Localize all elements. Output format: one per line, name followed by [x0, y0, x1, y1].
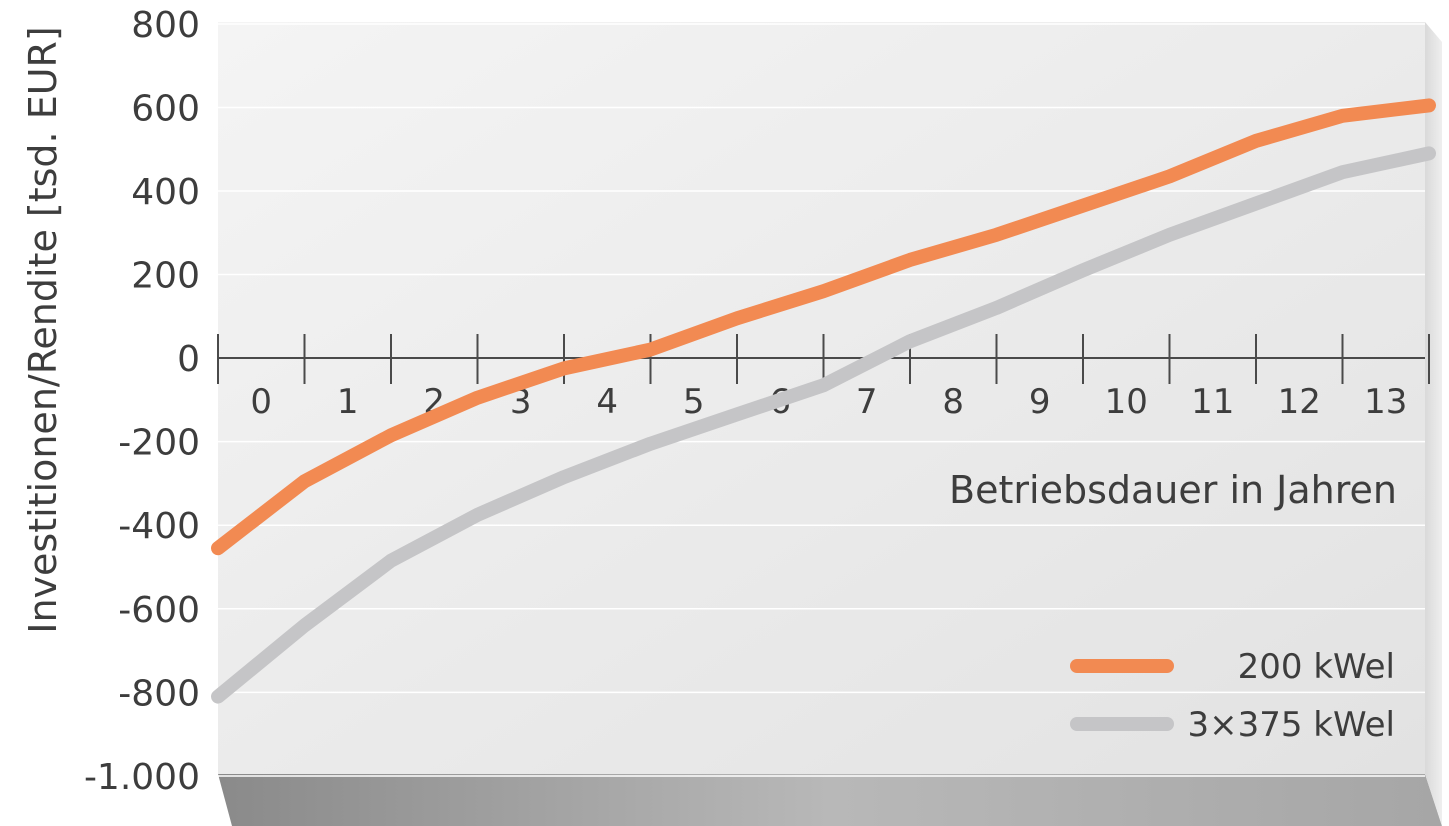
y-tick-label: -600: [118, 590, 200, 631]
y-axis-title: Investitionen/Rendite [tsd. EUR]: [21, 26, 65, 634]
y-tick-label: -800: [118, 673, 200, 714]
plot-side: [1425, 22, 1442, 826]
x-tick-label: 7: [856, 382, 878, 422]
series-line: [211, 98, 1436, 556]
grid-lines: [218, 23, 1425, 777]
y-tick-label: 200: [131, 256, 200, 297]
y-tick-label: 600: [131, 89, 200, 130]
x-tick-label: 9: [1029, 382, 1051, 422]
x-tick-label: 13: [1364, 382, 1407, 422]
x-tick-label: 11: [1191, 382, 1234, 422]
y-tick-label: -400: [118, 506, 200, 547]
y-tick-label: -200: [118, 423, 200, 464]
y-axis-ticks: 800 600 400 200 0 -200 -400 -600 -800 -1.000: [84, 5, 200, 798]
x-axis-title: Betriebsdauer in Jahren: [949, 468, 1397, 512]
series-lines: [211, 98, 1436, 704]
plot-floor: [218, 774, 1442, 826]
x-tick-label: 0: [250, 382, 272, 422]
x-tick-label: 1: [337, 382, 359, 422]
y-tick-label: 800: [131, 5, 200, 46]
x-tick-label: 5: [683, 382, 705, 422]
legend: 200 kWel 3×375 kWel: [1070, 647, 1395, 745]
y-tick-label: -1.000: [84, 757, 200, 798]
y-tick-label: 0: [177, 339, 200, 380]
x-tick-label: 10: [1105, 382, 1148, 422]
series-line: [211, 146, 1436, 704]
x-tick-label: 8: [942, 382, 964, 422]
legend-label: 200 kWel: [1238, 647, 1395, 687]
y-tick-label: 400: [131, 172, 200, 213]
x-tick-label: 4: [596, 382, 618, 422]
legend-label: 3×375 kWel: [1187, 705, 1395, 745]
x-tick-label: 12: [1278, 382, 1321, 422]
